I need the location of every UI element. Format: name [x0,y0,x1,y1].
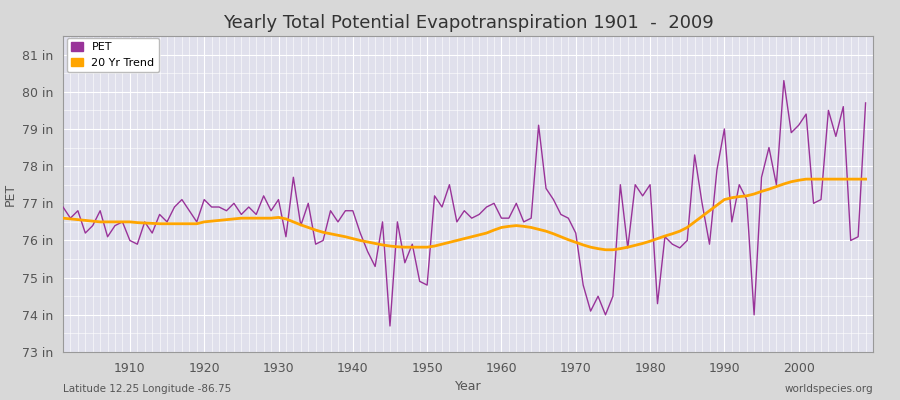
Text: worldspecies.org: worldspecies.org [785,384,873,394]
Legend: PET, 20 Yr Trend: PET, 20 Yr Trend [68,38,159,72]
Title: Yearly Total Potential Evapotranspiration 1901  -  2009: Yearly Total Potential Evapotranspiratio… [222,14,714,32]
Text: Latitude 12.25 Longitude -86.75: Latitude 12.25 Longitude -86.75 [63,384,231,394]
X-axis label: Year: Year [454,380,482,393]
Y-axis label: PET: PET [4,182,16,206]
